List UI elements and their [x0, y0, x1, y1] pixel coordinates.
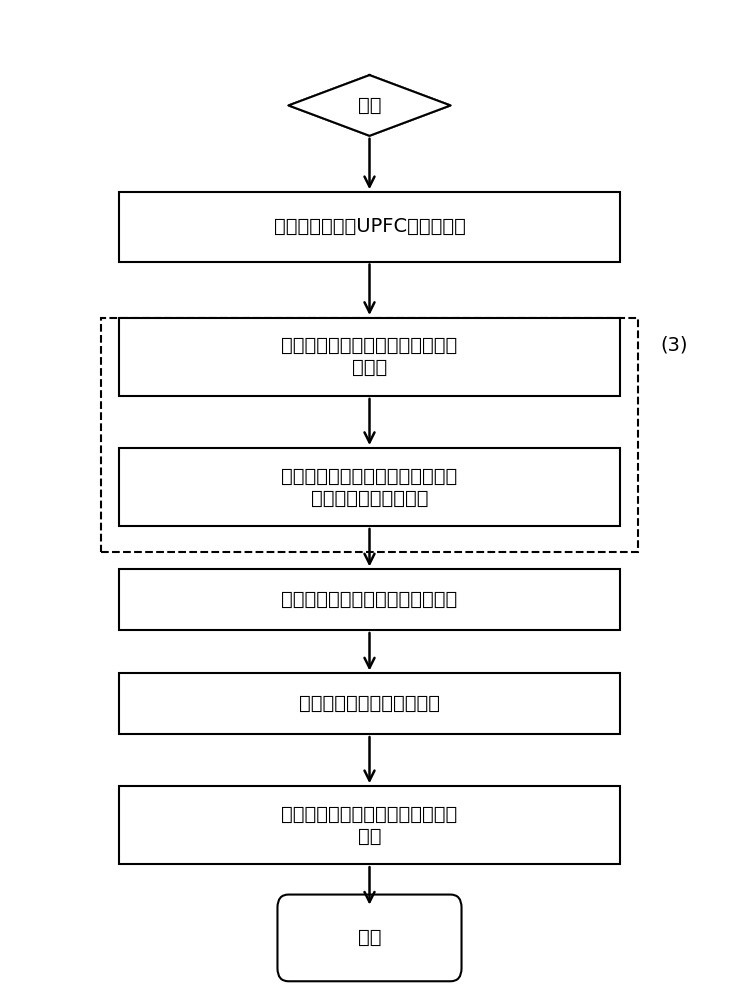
Text: (3): (3): [661, 335, 688, 354]
Bar: [119, 192, 620, 262]
FancyBboxPatch shape: [277, 895, 462, 981]
Text: 开始: 开始: [358, 96, 381, 115]
Text: 确定电力系统各节点的有功潮流介
数阈值: 确定电力系统各节点的有功潮流介 数阈值: [282, 336, 457, 377]
Polygon shape: [288, 75, 451, 136]
Bar: [119, 318, 620, 396]
Text: 运用广度优先搜索方法确定电力系
统形成的子系统及个数: 运用广度优先搜索方法确定电力系 统形成的子系统及个数: [282, 466, 457, 507]
Text: 确定电力系统中UPFC的装设位置: 确定电力系统中UPFC的装设位置: [273, 217, 466, 236]
Bar: [119, 448, 620, 526]
Bar: [101, 318, 638, 552]
Bar: [119, 786, 620, 864]
Text: 结束: 结束: [358, 928, 381, 947]
Text: 计算反映连锁故障严重程度的衡量
指标: 计算反映连锁故障严重程度的衡量 指标: [282, 805, 457, 846]
Bar: [119, 673, 620, 734]
Text: 模拟连锁故障的传播和终止: 模拟连锁故障的传播和终止: [299, 694, 440, 713]
Bar: [119, 569, 620, 630]
Text: 确定各子系统的节点有功潮流介数: 确定各子系统的节点有功潮流介数: [282, 590, 457, 609]
